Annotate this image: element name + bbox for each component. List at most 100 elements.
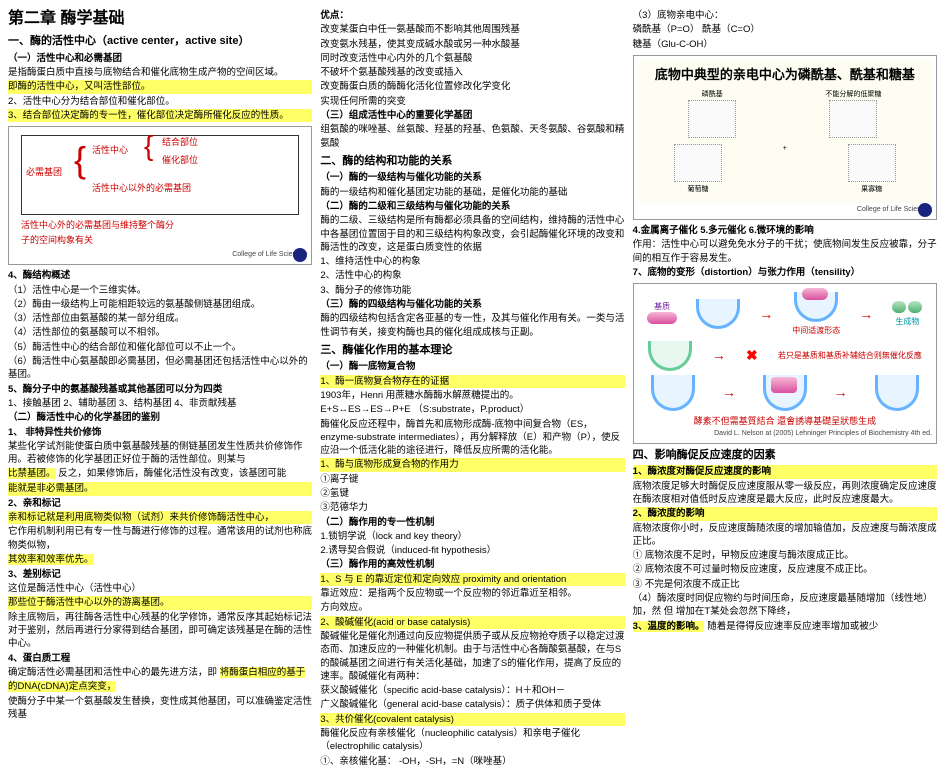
sec-1-p3-hl: 3、结合部位决定酶的专一性，催化部位决定酶所催化反应的性质。 bbox=[8, 109, 312, 122]
item3-p2: 除主底物后，再往酶各活性中心残基的化学修饰，通常反序其起始标记法对于鉴别，然后再… bbox=[8, 611, 312, 651]
s3-3-hl2: 2、酸碱催化(acid or base catalysis) bbox=[320, 616, 624, 629]
s4-head: 4、酶结构概述 bbox=[8, 269, 312, 282]
s3-1-l1: ①离子键 bbox=[320, 473, 624, 486]
fig3-prod-wrap: 生成物 bbox=[892, 301, 922, 327]
s4-3: （3）活性部位由氨基酸的某一部分组成。 bbox=[8, 312, 312, 325]
fig3-cap-int: 中间适渡形态 bbox=[792, 325, 840, 336]
s2-1-head: （一）酶的一级结构与催化功能的关系 bbox=[320, 171, 624, 184]
fig2-row1: 磷酰基 不能分解的低聚糖 bbox=[644, 90, 926, 142]
fig1-left-label: 必需基团 bbox=[26, 166, 62, 179]
product-icon bbox=[908, 301, 922, 313]
figure-2-inner: 底物中典型的亲电中心为磷酰基、酰基和糖基 磷酰基 不能分解的低聚糖 葡萄糖 + bbox=[638, 60, 932, 203]
fig1-bracket-1: { bbox=[74, 142, 86, 178]
substrate-in-icon bbox=[802, 288, 828, 300]
fig2-left-label: 磷酰基 bbox=[688, 90, 736, 100]
fig1-cap2: 子的空间构象有关 bbox=[21, 234, 299, 247]
s5-head: 5、酶分子中的氨基酸残基或其他基团可以分为四类 bbox=[8, 383, 312, 396]
s3-3-p1: 靠近效应：是指两个反应物或一个反应物的邻近靠近至相邻。 bbox=[320, 587, 624, 600]
s3-2-2: 2.诱导契合假说（induced-fit hypothesis） bbox=[320, 544, 624, 557]
s3-3-head: （三）酶作用的高效性机制 bbox=[320, 558, 624, 571]
adv4: 不破坏个氨基酸残基的改变或插入 bbox=[320, 66, 624, 79]
x-icon: ✖ bbox=[746, 346, 758, 366]
s3-p: 组氨酸的咪唑基、丝氨酸、羟基的羟基、色氨酸、天冬氨酸、谷氨酸和精氨酸 bbox=[320, 123, 624, 150]
column-3: （3）底物亲电中心： 磷酰基（P=O） 酰基（C=O） 糖基（Glu-C-OH）… bbox=[633, 8, 937, 769]
item1-head: 1、 非特异性共价修饰 bbox=[8, 426, 312, 439]
fig3-credit: David L. Nelson at (2005) Lehninger Prin… bbox=[638, 427, 932, 439]
fig2-c2: 不能分解的低聚糖 bbox=[825, 90, 881, 142]
figure-1: 必需基团 { 活性中心 { 结合部位 催化部位 活性中心以外的必需基团 活性中心… bbox=[8, 126, 312, 265]
s3-3-p5: 广义酸碱催化（general acid-base catalysis）：质子供体… bbox=[320, 698, 624, 711]
item4-p2: 使酶分子中某一个氨基酸发生替换，变性成其他基团，可以准确鉴定活性残基 bbox=[8, 695, 312, 722]
s4-3-hl: 3、温度的影响。 bbox=[633, 621, 705, 632]
s2-3-p: 酶的四级结构包括含定各亚基的专一性，及其与催化作用有关。一类与活性调节有关，接变… bbox=[320, 312, 624, 339]
enzyme-icon bbox=[696, 299, 740, 329]
fig2-right-label: 不能分解的低聚糖 bbox=[825, 90, 881, 100]
figure-2: 底物中典型的亲电中心为磷酰基、酰基和糖基 磷酰基 不能分解的低聚糖 葡萄糖 + bbox=[633, 55, 937, 220]
adv6: 实现任何所需的突变 bbox=[320, 95, 624, 108]
s2-1-p: 酶的一级结构和催化基团定功能的基础，是催化功能的基础 bbox=[320, 186, 624, 199]
enzyme-deep-icon bbox=[651, 375, 695, 411]
figure-1-inner: 必需基团 { 活性中心 { 结合部位 催化部位 活性中心以外的必需基团 bbox=[21, 135, 299, 215]
figure-3: 基质 → 中间适渡形态 → 生成物 → ✖ 若只是基质和基质补辅结合则無催化反應 bbox=[633, 283, 937, 444]
fig1-midright-label: 催化部位 bbox=[162, 154, 198, 167]
fig1-bottom-label: 活性中心以外的必需基团 bbox=[92, 182, 191, 195]
s4-main: 四、影响酶促反应速度的因素 bbox=[633, 448, 937, 463]
sec-1-p1: 是指酶蛋白质中直接与底物结合和催化底物生成产物的空间区域。 bbox=[8, 66, 312, 79]
s4-2-l4: （4）酶浓度时同促应物约与时间压命，反应速度最基随增加（线性地）加，然 但 增加… bbox=[633, 592, 937, 619]
sec-1-sub: （一）活性中心和必需基团 bbox=[8, 52, 312, 65]
c3-top1: （3）底物亲电中心： bbox=[633, 9, 937, 22]
item1-p: 某些化学试剂能使蛋白质中氨基酸残基的侧链基团发生性质共价修饰作用。若被修饰的化学… bbox=[8, 440, 312, 467]
s2-main: 二、酶的结构和功能的关系 bbox=[320, 154, 624, 169]
column-1: 第二章 酶学基础 一、酶的活性中心（active center，active s… bbox=[8, 8, 312, 769]
fig1-cap1: 活性中心外的必需基团与维持整个酶分 bbox=[21, 219, 299, 232]
item2-hl2: 其效率和效率优先。 bbox=[8, 554, 94, 565]
substrate-icon bbox=[647, 312, 677, 324]
enzyme-bound-icon bbox=[794, 292, 838, 322]
fig3-int-wrap: 中间适渡形态 bbox=[792, 292, 840, 336]
s4-2-l3: ③ 不完是何浓度不成正比 bbox=[633, 578, 937, 591]
s2-sub: （二）酶活性中心的化学基团的鉴别 bbox=[8, 411, 312, 424]
fig2-mid1: 果寡糖 bbox=[848, 185, 896, 195]
product-icon bbox=[892, 301, 906, 313]
arrow-icon: → bbox=[712, 346, 726, 366]
fig3-cap-prod: 生成物 bbox=[892, 316, 922, 327]
item2-head: 2、亲和标记 bbox=[8, 497, 312, 510]
fig1-top-label: 结合部位 bbox=[162, 136, 198, 149]
s4-5: （5）酶活性中心的结合部位和催化部位可以不止一个。 bbox=[8, 341, 312, 354]
s4-2: （2）酶由一级结构上可能相距较远的氨基酸侧链基团组成。 bbox=[8, 298, 312, 311]
item3-head: 3、差别标记 bbox=[8, 568, 312, 581]
s3-1-p1: 1903年，Henri 用蔗糖水酶酶水解蔗糖提出的。 bbox=[320, 389, 624, 402]
s3-3-p2: 方向效应。 bbox=[320, 601, 624, 614]
chapter-title: 第二章 酶学基础 bbox=[8, 8, 312, 30]
enzyme-green-icon bbox=[648, 341, 692, 371]
fig3-row3: → → bbox=[638, 375, 932, 411]
fig1-midleft-label: 活性中心 bbox=[92, 144, 128, 157]
s456: 4.金属离子催化 5.多元催化 6.微环境的影响 bbox=[633, 224, 937, 237]
fig3-reject: 若只是基质和基质补辅结合则無催化反應 bbox=[778, 350, 922, 361]
s7: 7、底物的变形（distortion）与张力作用（tensility） bbox=[633, 266, 937, 279]
s4-1-hl: 1、酶浓度对酶促反应速度的影响 bbox=[633, 465, 937, 478]
arrow-icon: → bbox=[722, 383, 736, 403]
adv5: 改变酶蛋白质的酶酶化活化位置修改化学变化 bbox=[320, 80, 624, 93]
adv-head: 优点： bbox=[320, 9, 624, 22]
arrow-icon: → bbox=[759, 305, 773, 325]
fig1-bracket-2: { bbox=[144, 132, 153, 160]
column-2: 优点： 改变某蛋白中任一氨基酸而不影响其他周围残基 改变氨水残基，使其变成碱水酸… bbox=[320, 8, 624, 769]
item1-hl1: 比禁基团。 bbox=[8, 468, 56, 479]
adv2: 改变氨水残基，使其变成碱水酸或另一种水酸基 bbox=[320, 38, 624, 51]
fig2-c4: 果寡糖 bbox=[848, 144, 896, 196]
enzyme-deep-icon bbox=[875, 375, 919, 411]
s4-1: （1）活性中心是一个三维实体。 bbox=[8, 284, 312, 297]
fig3-cap-substrate: 基质 bbox=[647, 301, 677, 312]
fig2-badge-icon bbox=[918, 203, 932, 217]
fig2-row2: 葡萄糖 + 果寡糖 bbox=[644, 144, 926, 196]
item4-head: 4、蛋白质工程 bbox=[8, 652, 312, 665]
item1-mid: 反之，如果修饰后，酶催化活性没有改变，该基团可能 bbox=[58, 468, 286, 479]
item3-hl1: 那些位于酶活性中心以外的游离基团。 bbox=[8, 596, 312, 609]
s4-2-l2: ② 底物浓度不可过量时物反应速度，反应速度不成正比。 bbox=[633, 563, 937, 576]
arrow-icon: → bbox=[834, 383, 848, 403]
s3-3-hl3: 3、共价催化(covalent catalysis) bbox=[320, 713, 624, 726]
fig1-footer: College of Life Sciences bbox=[13, 248, 307, 260]
enzyme-deep-bound-icon bbox=[763, 375, 807, 411]
s3-3-p4: 获义酸碱催化（specific acid-base catalysis）：H＋和… bbox=[320, 684, 624, 697]
